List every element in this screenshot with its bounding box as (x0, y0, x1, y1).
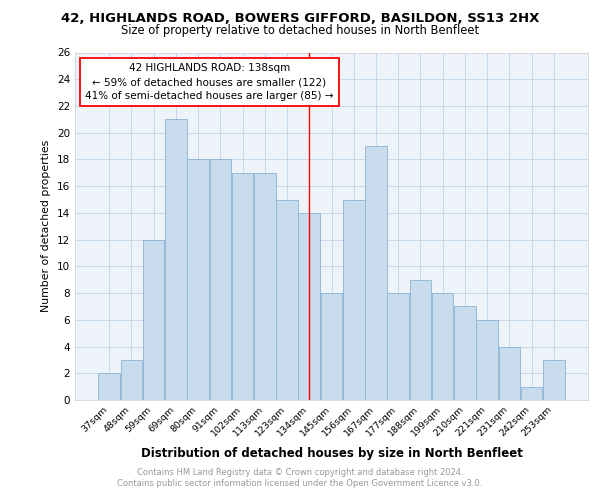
Text: Size of property relative to detached houses in North Benfleet: Size of property relative to detached ho… (121, 24, 479, 37)
Bar (543, 360, 565, 400)
Bar (98, 374, 120, 400)
Bar (143, 240, 164, 400)
Bar (276, 200, 298, 400)
Bar (365, 146, 387, 400)
Y-axis label: Number of detached properties: Number of detached properties (41, 140, 52, 312)
Bar (521, 386, 542, 400)
Bar (187, 160, 209, 400)
Text: Contains HM Land Registry data © Crown copyright and database right 2024.
Contai: Contains HM Land Registry data © Crown c… (118, 468, 482, 487)
Bar (476, 320, 498, 400)
Bar (432, 293, 454, 400)
X-axis label: Distribution of detached houses by size in North Benfleet: Distribution of detached houses by size … (140, 446, 523, 460)
Bar (454, 306, 476, 400)
Bar (121, 360, 142, 400)
Text: 42 HIGHLANDS ROAD: 138sqm
← 59% of detached houses are smaller (122)
41% of semi: 42 HIGHLANDS ROAD: 138sqm ← 59% of detac… (85, 63, 334, 101)
Bar (343, 200, 365, 400)
Bar (499, 346, 520, 400)
Bar (254, 173, 275, 400)
Bar (298, 213, 320, 400)
Bar (232, 173, 253, 400)
Bar (321, 293, 342, 400)
Bar (388, 293, 409, 400)
Text: 42, HIGHLANDS ROAD, BOWERS GIFFORD, BASILDON, SS13 2HX: 42, HIGHLANDS ROAD, BOWERS GIFFORD, BASI… (61, 12, 539, 26)
Bar (410, 280, 431, 400)
Bar (209, 160, 231, 400)
Bar (165, 120, 187, 400)
